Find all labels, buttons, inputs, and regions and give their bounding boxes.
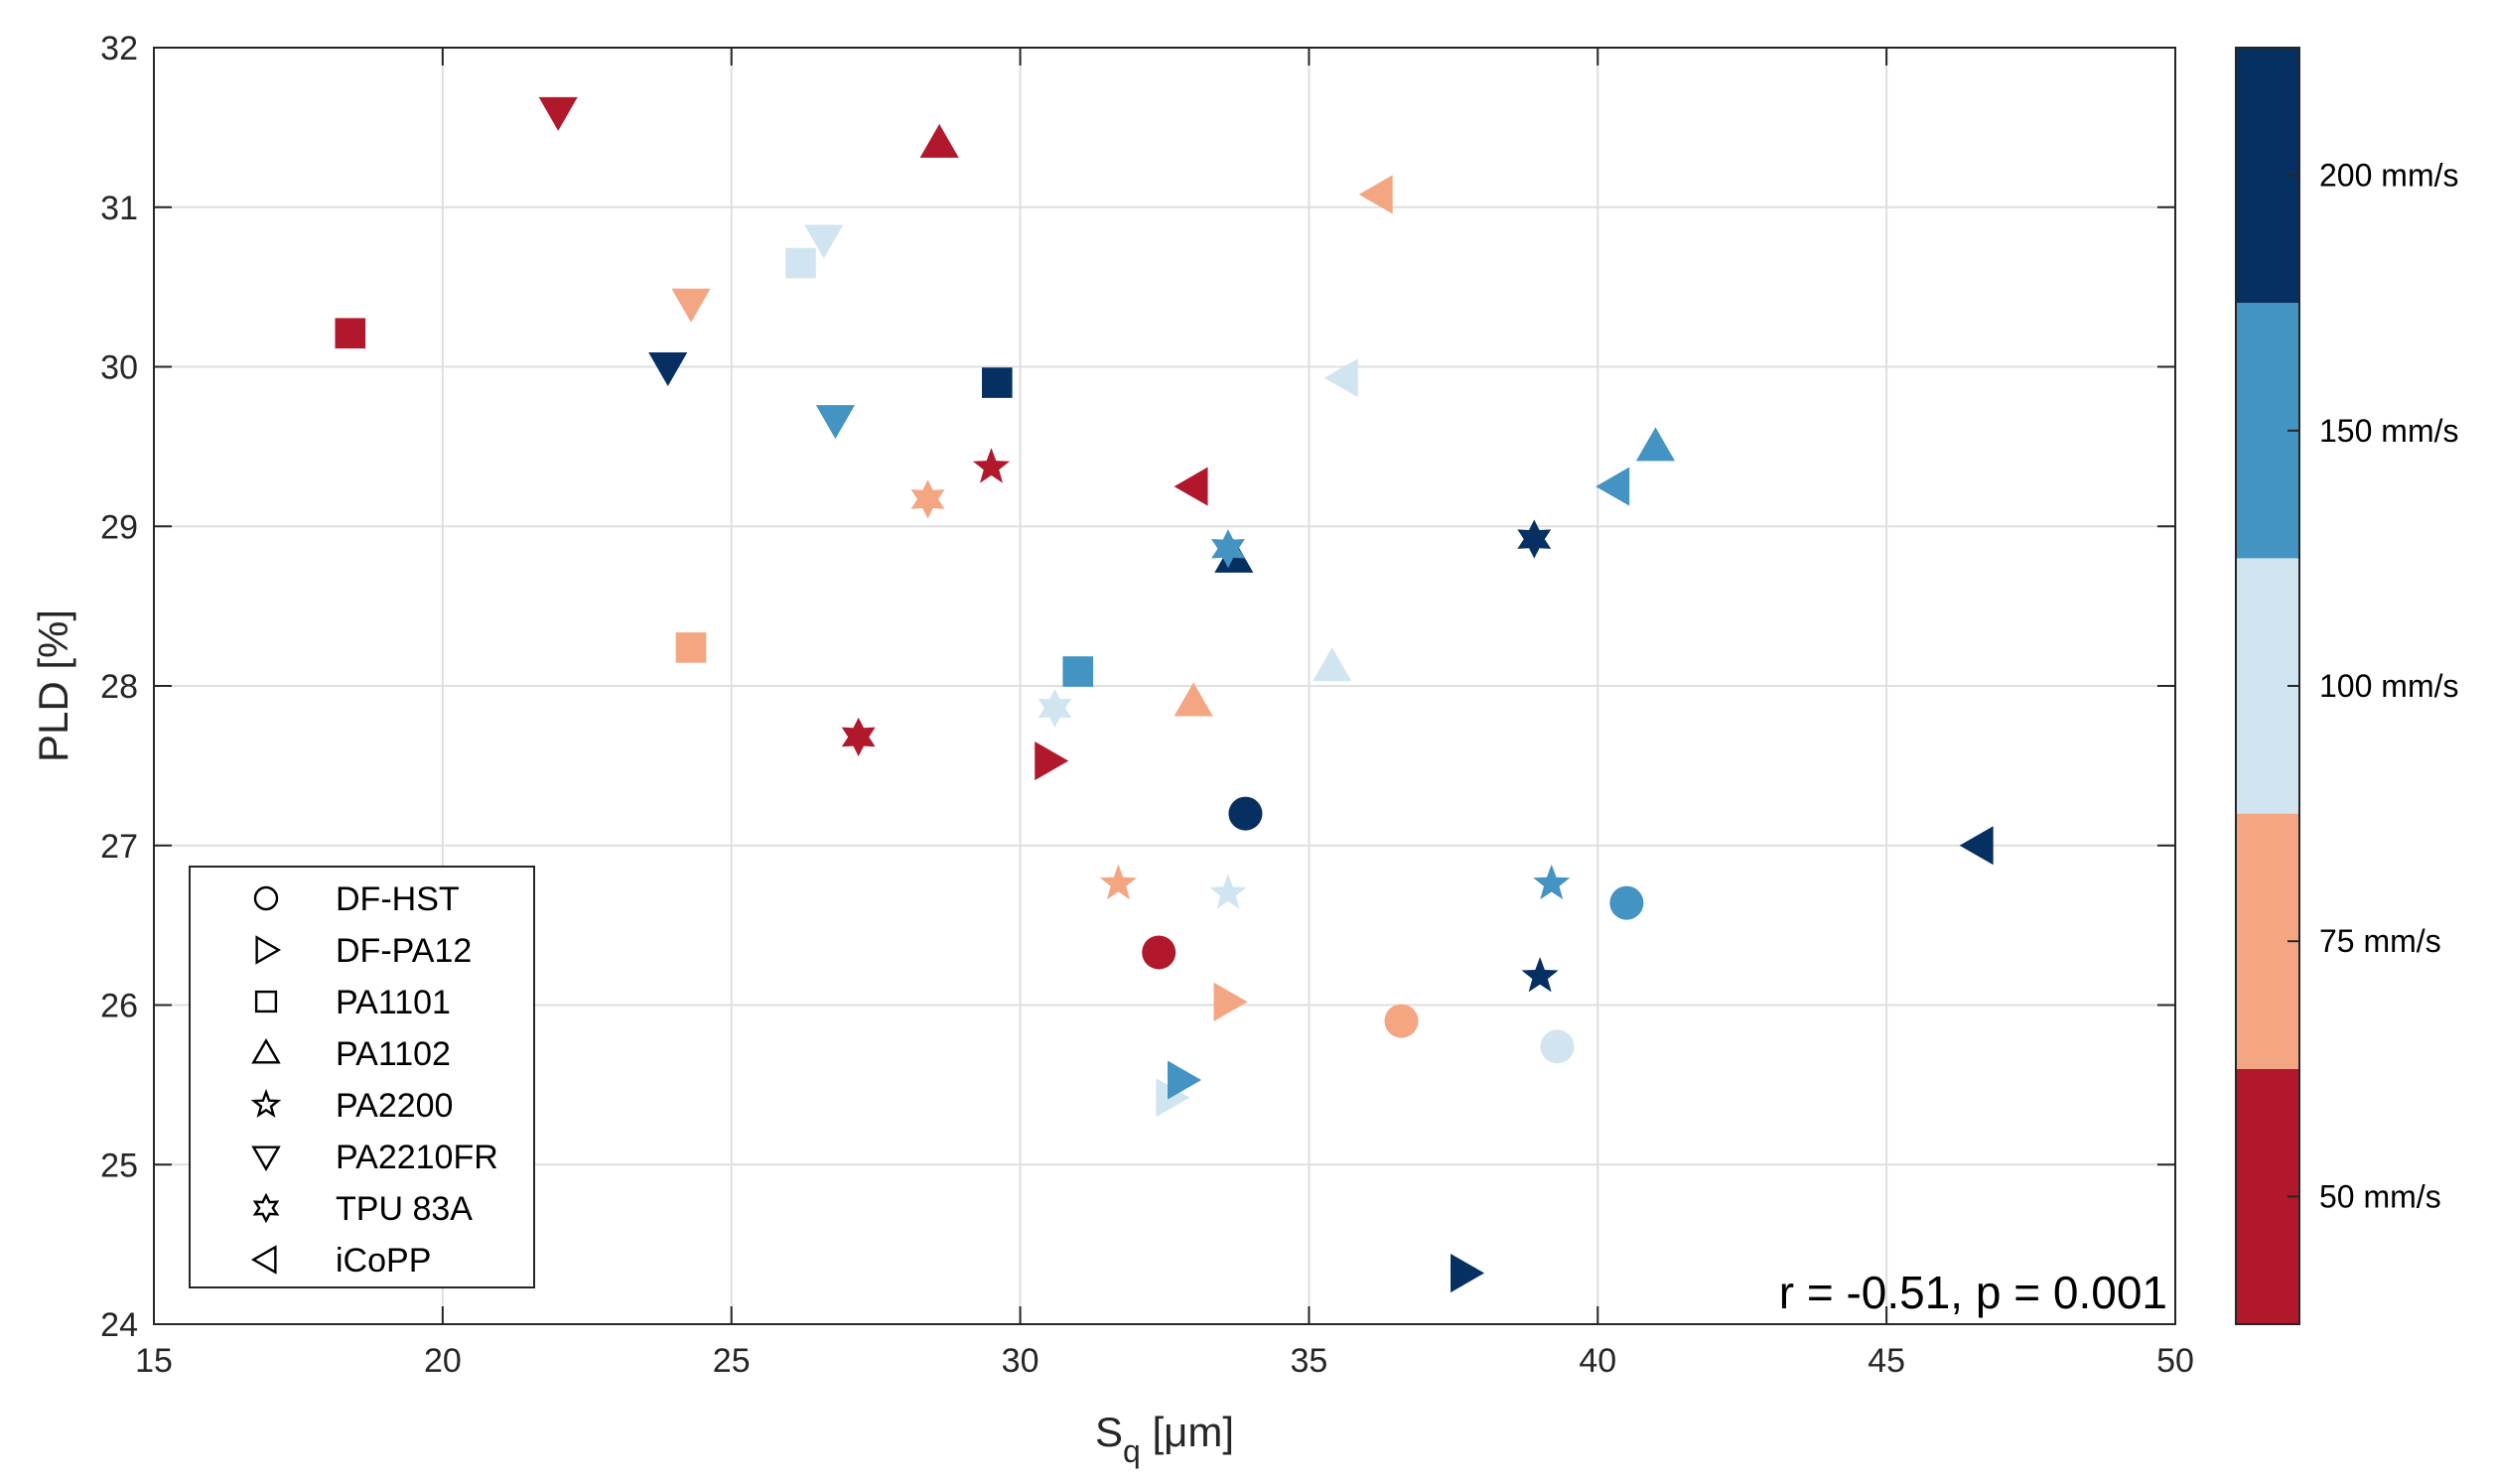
y-tick-label: 32 (100, 30, 138, 67)
data-point (671, 288, 711, 323)
data-point (910, 479, 945, 519)
legend-marker-square (254, 990, 278, 1013)
data-point (972, 448, 1011, 483)
legend-label: PA1102 (336, 1035, 451, 1073)
legend-label: PA2200 (336, 1087, 453, 1125)
legend-label: DF-HST (336, 880, 460, 918)
legend-label: PA1101 (336, 984, 451, 1021)
legend-label: TPU 83A (336, 1190, 473, 1228)
data-point (1313, 647, 1352, 682)
data-point (1533, 864, 1571, 900)
data-point (1174, 467, 1208, 506)
colorbar-label: 100 mm/s (2319, 668, 2458, 704)
colorbar-frame (2235, 47, 2300, 1325)
data-point (1384, 1004, 1419, 1038)
data-point (841, 717, 876, 756)
data-point (804, 224, 844, 259)
data-point (1635, 427, 1676, 462)
x-tick-label: 45 (1868, 1342, 1905, 1380)
y-tick-label: 25 (100, 1147, 138, 1184)
legend-marker-star5 (250, 1088, 282, 1119)
legend-label: iCoPP (336, 1242, 431, 1280)
data-point (1228, 796, 1263, 831)
y-tick-label: 31 (100, 190, 138, 227)
colorbar-label: 150 mm/s (2319, 413, 2458, 449)
colorbar-label: 50 mm/s (2319, 1178, 2441, 1214)
legend-label: PA2210FR (336, 1139, 498, 1176)
legend-marker-triangle-down (251, 1146, 281, 1172)
data-point (1062, 656, 1094, 687)
data-point (1168, 1060, 1202, 1100)
y-tick-label: 24 (100, 1306, 138, 1344)
y-tick-label: 30 (100, 349, 138, 387)
data-point (1213, 982, 1248, 1021)
x-tick-label: 30 (1002, 1342, 1039, 1380)
data-point (1609, 885, 1644, 920)
y-tick-label: 29 (100, 508, 138, 546)
data-point (815, 405, 855, 440)
data-point (1035, 742, 1069, 781)
y-tick-label: 27 (100, 828, 138, 866)
legend-marker-circle (253, 885, 279, 911)
data-point (335, 318, 366, 349)
legend-marker-triangle-up (251, 1037, 281, 1064)
x-tick-label: 20 (424, 1342, 462, 1380)
legend-marker-triangle-left (250, 1245, 277, 1275)
data-point (1451, 1254, 1485, 1293)
data-point (1540, 1029, 1575, 1064)
x-axis-label: Sq [μm] (1095, 1409, 1234, 1469)
data-point (1517, 519, 1552, 559)
data-point (1323, 358, 1358, 398)
y-tick-label: 26 (100, 988, 138, 1025)
x-tick-label: 50 (2156, 1342, 2194, 1380)
data-point (675, 632, 707, 663)
data-point (1099, 864, 1138, 900)
data-point (1521, 957, 1559, 993)
legend-marker-triangle-right (255, 935, 282, 965)
correlation-annotation: r = -0.51, p = 0.001 (1779, 1267, 2167, 1318)
speed-colorbar: 50 mm/s 75 mm/s 100 mm/s 150 mm/s 200 mm/s (2235, 47, 2458, 1325)
data-points (335, 96, 1994, 1293)
data-point (919, 123, 959, 158)
tick-marks (153, 47, 2176, 1325)
x-tick-label: 15 (135, 1342, 173, 1380)
data-point (1595, 467, 1630, 506)
data-point (1174, 682, 1213, 717)
legend-box (189, 866, 535, 1288)
y-axis-label: PLD [%] (30, 609, 76, 762)
data-point (648, 352, 688, 387)
data-point (1156, 1078, 1190, 1118)
data-point (1142, 935, 1177, 970)
data-point (538, 96, 578, 131)
data-point (1211, 529, 1245, 569)
colorbar-label: 75 mm/s (2319, 923, 2441, 959)
colorbar-label: 200 mm/s (2319, 158, 2458, 194)
legend-marker-star6 (252, 1192, 280, 1224)
data-point (785, 247, 816, 279)
x-tick-label: 25 (713, 1342, 751, 1380)
data-point (1959, 826, 1994, 866)
data-point (1358, 175, 1393, 214)
marker-legend: DF-HST DF-PA12 PA1101 PA1102 PA2200 PA2210FR T… (189, 866, 535, 1288)
y-tick-label: 28 (100, 668, 138, 706)
x-tick-label: 40 (1579, 1342, 1616, 1380)
data-point (1209, 874, 1247, 909)
legend-label: DF-PA12 (336, 932, 472, 970)
x-tick-label: 35 (1291, 1342, 1328, 1380)
y-tick-labels: 24 25 26 27 28 29 30 31 32 (100, 30, 138, 1344)
data-point (982, 367, 1013, 398)
x-tick-labels: 15 20 25 30 35 40 45 50 (135, 1342, 2194, 1380)
data-point (1038, 688, 1072, 729)
